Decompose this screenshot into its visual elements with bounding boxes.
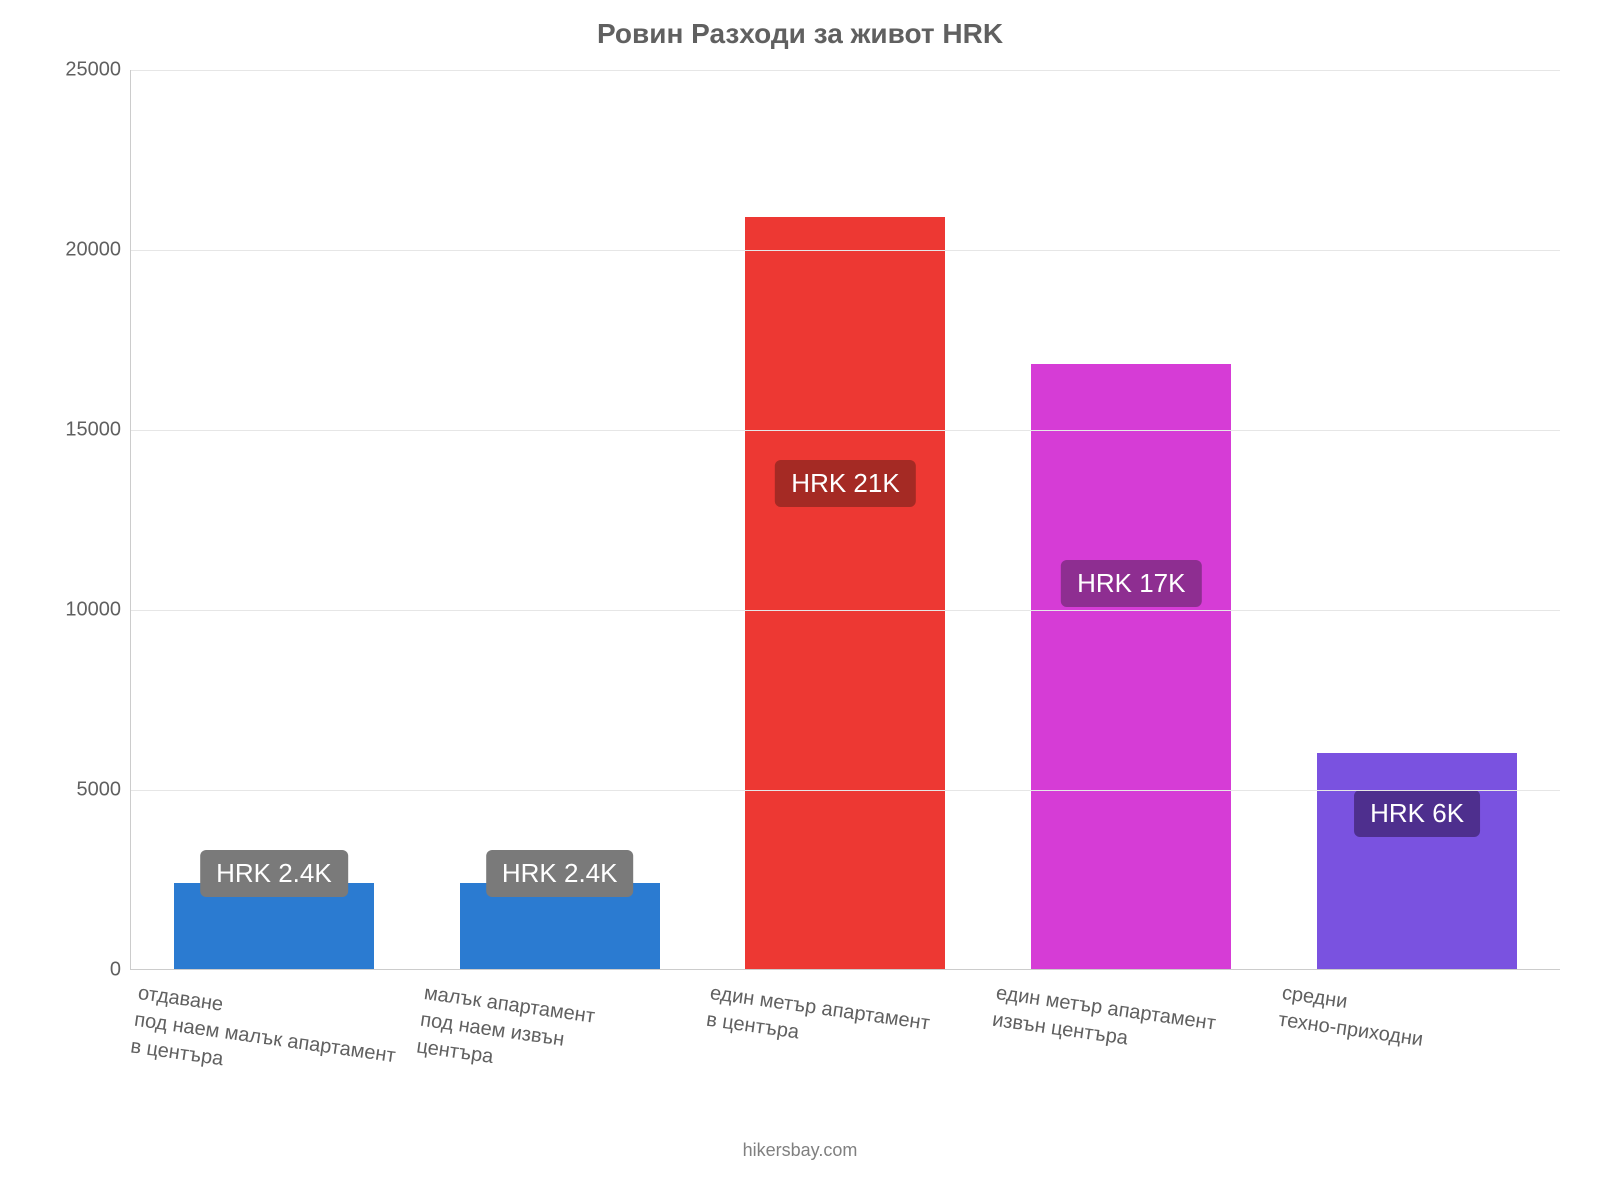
bar [1031, 364, 1231, 969]
bars-group: HRK 2.4K HRK 2.4K HRK 21K HRK 17K HRK 6K [131, 70, 1560, 969]
value-badge: HRK 2.4K [486, 850, 634, 897]
x-axis-labels: отдаване под наем малък апартамент в цен… [130, 980, 1560, 1160]
value-badge: HRK 21K [775, 460, 915, 507]
x-label-slot: средни техно-приходни [1274, 980, 1560, 1160]
gridline [131, 610, 1560, 611]
bar-slot: HRK 2.4K [131, 70, 417, 969]
x-label-slot: един метър апартамент в центъра [702, 980, 988, 1160]
x-label-slot: един метър апартамент извън центъра [988, 980, 1274, 1160]
y-tick-label: 0 [110, 959, 131, 982]
bar-slot: HRK 2.4K [417, 70, 703, 969]
plot-area: HRK 2.4KHRK 2.4KHRK 21KHRK 17KHRK 6K 050… [130, 70, 1560, 970]
bar-slot: HRK 21K [703, 70, 989, 969]
x-label-slot: отдаване под наем малък апартамент в цен… [130, 980, 416, 1160]
y-tick-label: 20000 [65, 239, 131, 262]
bar-slot: HRK 6K [1274, 70, 1560, 969]
value-badge: HRK 17K [1061, 560, 1201, 607]
value-badge: HRK 2.4K [200, 850, 348, 897]
y-tick-label: 25000 [65, 59, 131, 82]
x-tick-label: малък апартамент под наем извън центъра [415, 980, 597, 1084]
gridline [131, 430, 1560, 431]
y-tick-label: 10000 [65, 599, 131, 622]
x-tick-label: един метър апартамент извън центъра [990, 980, 1217, 1064]
y-tick-label: 15000 [65, 419, 131, 442]
chart-title: Ровин Разходи за живот HRK [0, 18, 1600, 50]
bar [1317, 753, 1517, 969]
x-label-slot: малък апартамент под наем извън центъра [416, 980, 702, 1160]
x-tick-label: един метър апартамент в центъра [704, 980, 931, 1064]
value-badge: HRK 6K [1354, 790, 1480, 837]
gridline [131, 70, 1560, 71]
x-tick-label: средни техно-приходни [1276, 980, 1428, 1054]
gridline [131, 250, 1560, 251]
gridline [131, 790, 1560, 791]
bar [745, 217, 945, 969]
chart-container: Ровин Разходи за живот HRK HRK 2.4KHRK 2… [0, 0, 1600, 1200]
x-tick-label: отдаване под наем малък апартамент в цен… [129, 980, 401, 1097]
attribution-text: hikersbay.com [0, 1140, 1600, 1161]
y-tick-label: 5000 [77, 779, 132, 802]
bar-slot: HRK 17K [988, 70, 1274, 969]
